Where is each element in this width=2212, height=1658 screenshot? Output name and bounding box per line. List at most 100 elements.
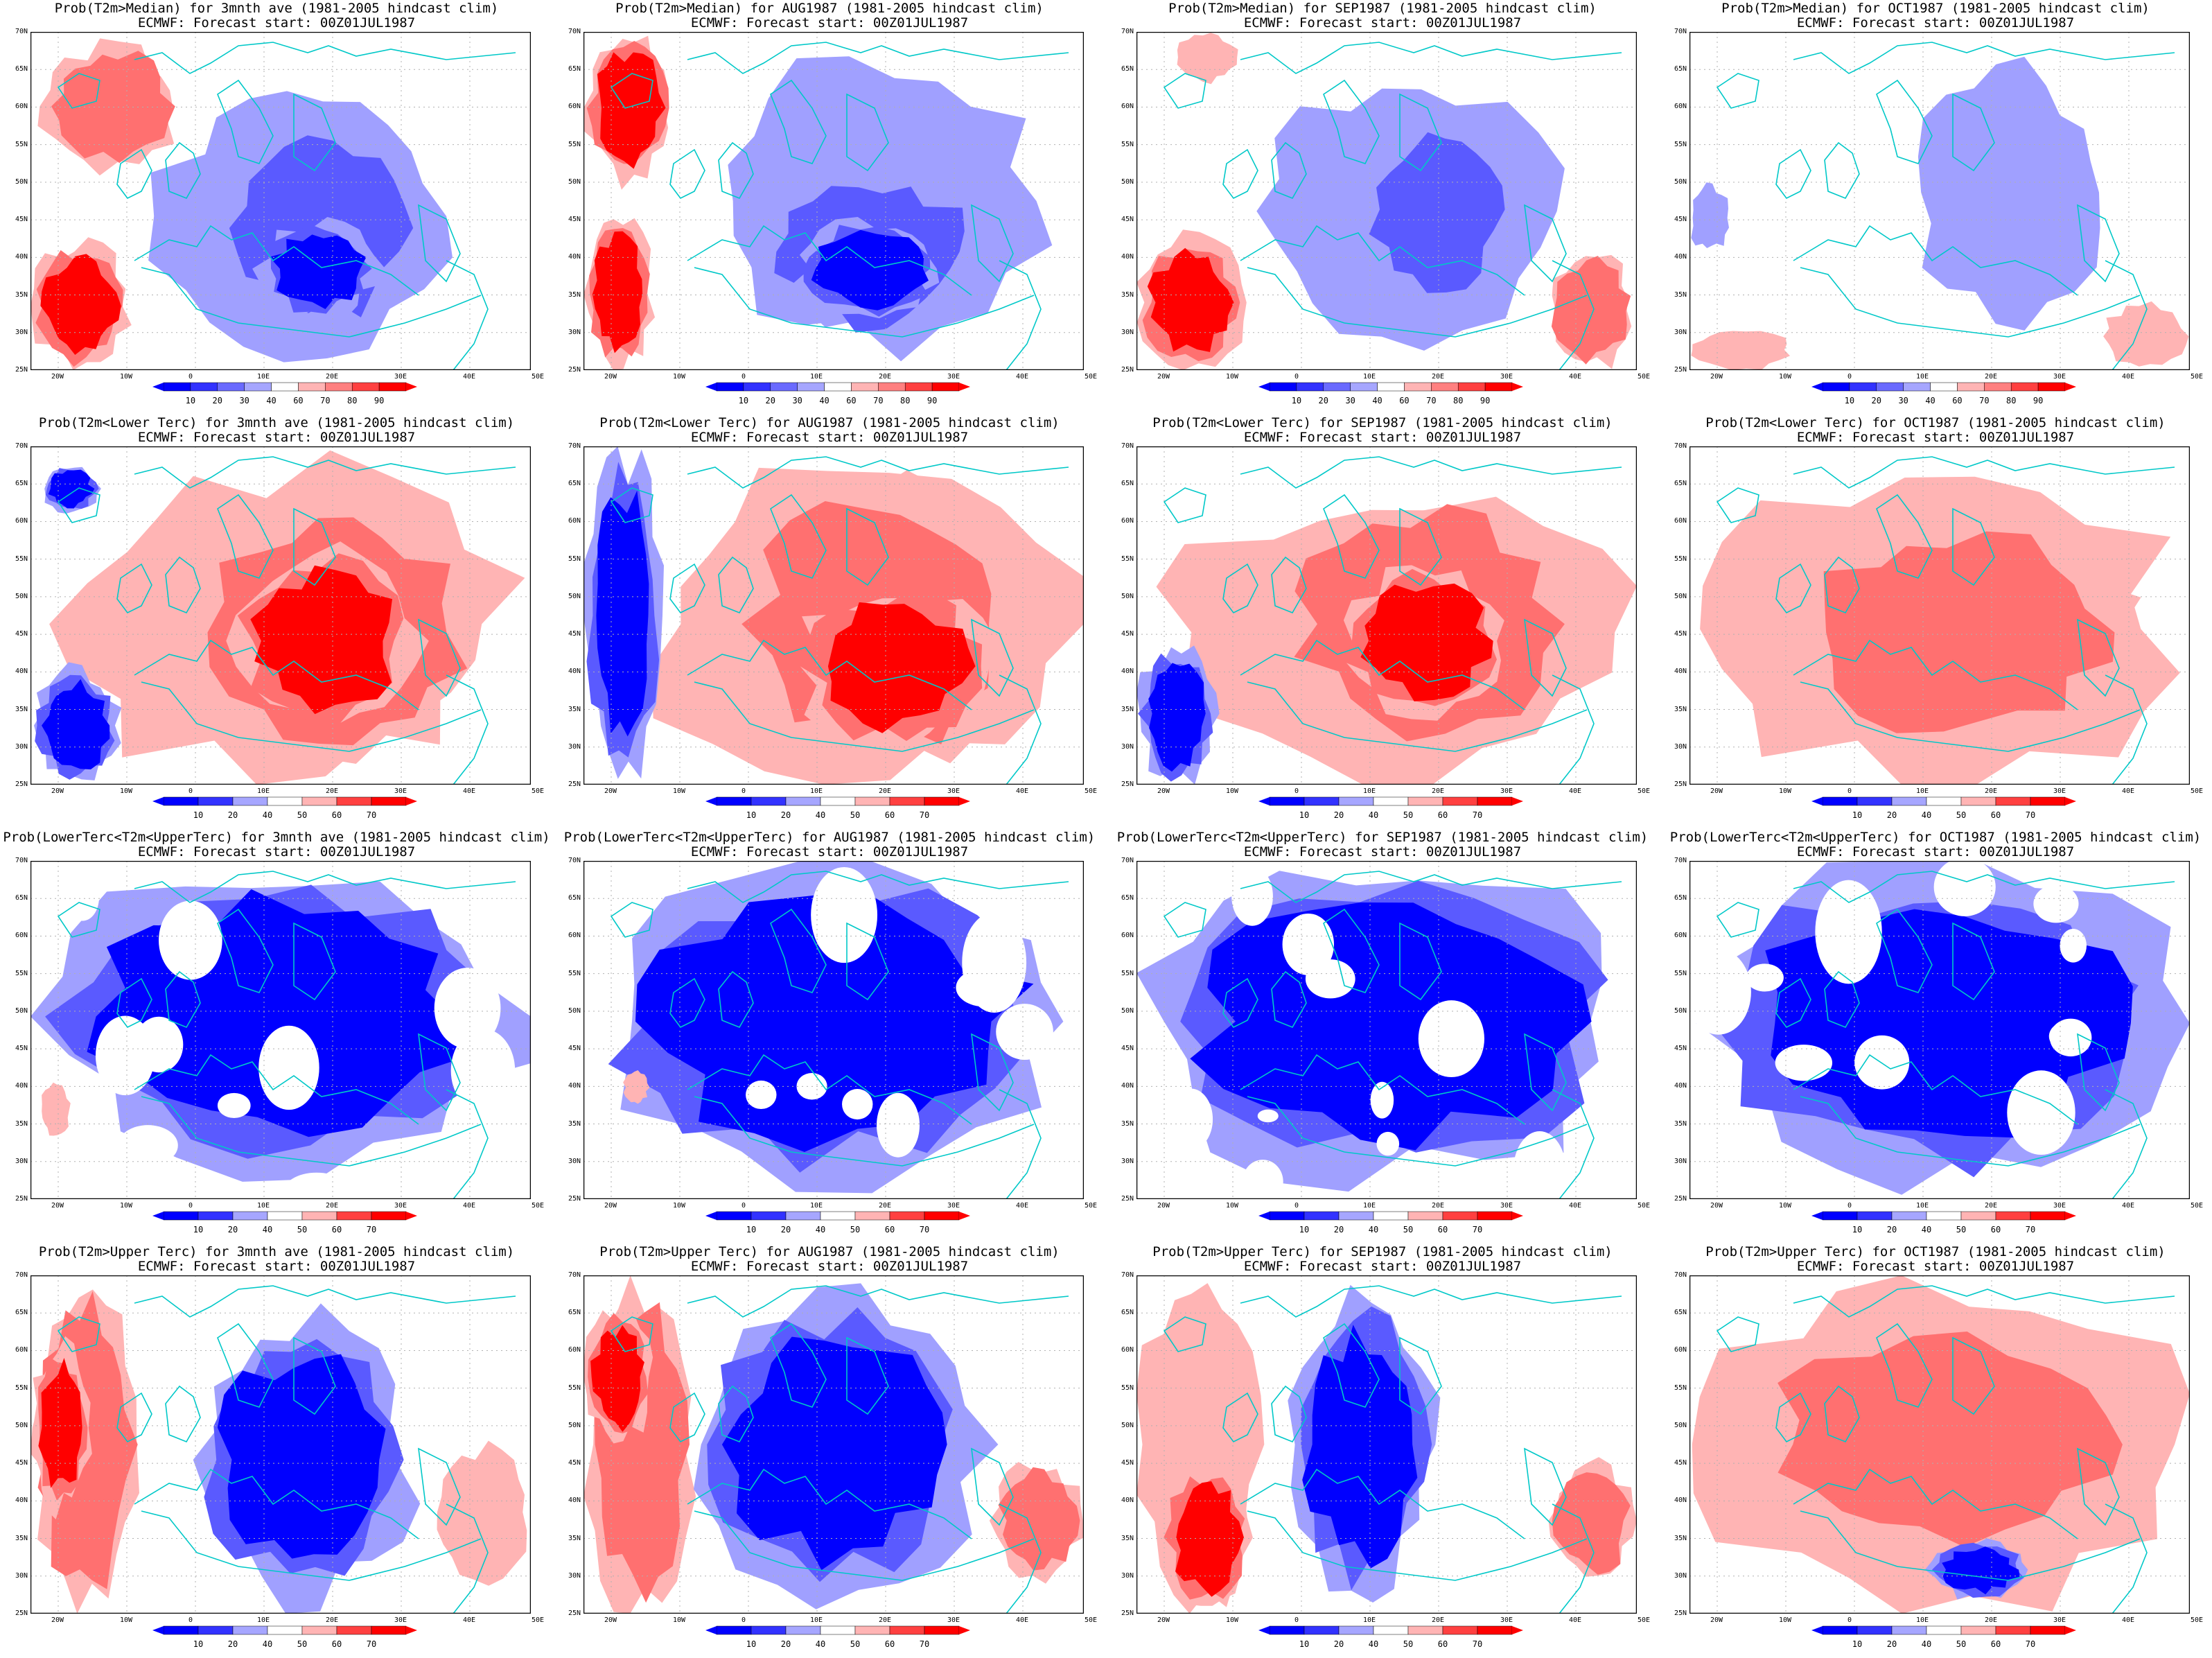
- colorbar-segment: [1269, 1211, 1305, 1221]
- longitude-label: 50E: [1085, 373, 1098, 381]
- latitude-label: 65N: [15, 65, 28, 73]
- probability-shading: [1169, 1088, 1213, 1150]
- latitude-label: 55N: [568, 1384, 581, 1392]
- longitude-label: 30E: [394, 1202, 407, 1210]
- coastline: [610, 73, 653, 109]
- colorbar-segment: [1373, 1625, 1409, 1635]
- probability-shading: [1933, 861, 1996, 916]
- latitude-label: 60N: [15, 103, 28, 111]
- latitude-label: 35N: [15, 1534, 28, 1542]
- coastline: [694, 1510, 1035, 1581]
- latitude-label: 65N: [568, 894, 581, 902]
- coastline: [770, 908, 827, 993]
- colorbar-segment: [820, 1625, 856, 1635]
- probability-shading: [1551, 256, 1631, 365]
- colorbar-segment: [924, 1211, 960, 1221]
- probability-shading: [842, 1089, 873, 1120]
- longitude-label: 10W: [673, 373, 686, 381]
- coastline: [999, 1089, 1042, 1199]
- latitude-label: 60N: [1121, 103, 1134, 111]
- latitude-label: 50N: [568, 1006, 581, 1015]
- coastline: [1524, 618, 1567, 697]
- latitude-label: 30N: [1121, 742, 1134, 751]
- colorbar-tick-label: 10: [1292, 396, 1301, 405]
- colorbar-tick-label: 50: [1956, 810, 1966, 820]
- longitude-label: 30E: [947, 1616, 960, 1624]
- colorbar-tick-label: 60: [1952, 396, 1962, 405]
- colorbar-segment: [271, 382, 299, 392]
- latitude-label: 55N: [1674, 1384, 1687, 1392]
- colorbar-segment: [1926, 1211, 1962, 1221]
- latitude-label: 70N: [1121, 28, 1134, 35]
- latitude-label: 50N: [1121, 592, 1134, 600]
- colorbar-segment: [1269, 1625, 1305, 1635]
- latitude-label: 50N: [1121, 177, 1134, 186]
- coastline: [1552, 260, 1595, 370]
- colorbar-tick-label: 10: [746, 1225, 756, 1234]
- colorbar-tick-label: 20: [1887, 1639, 1897, 1649]
- longitude-label: 30E: [1500, 787, 1513, 795]
- longitude-label: 20E: [1432, 1202, 1445, 1210]
- longitude-label: 30E: [1500, 1202, 1513, 1210]
- latitude-label: 40N: [1674, 1082, 1687, 1090]
- longitude-label: 50E: [1638, 1616, 1651, 1624]
- colorbar-segment: [1304, 796, 1340, 806]
- latitude-label: 50N: [568, 592, 581, 600]
- colorbar-tick-label: 70: [1426, 396, 1436, 405]
- longitude-label: 50E: [2191, 787, 2204, 795]
- colorbar-tick-label: 10: [739, 396, 748, 405]
- colorbar-segment: [820, 1211, 856, 1221]
- probability-shading: [2089, 861, 2135, 883]
- longitude-label: 40E: [1016, 787, 1029, 795]
- colorbar-tick-label: 50: [1956, 1225, 1966, 1234]
- colorbar-tick-label: 80: [1453, 396, 1463, 405]
- latitude-label: 25N: [15, 780, 28, 788]
- colorbar-segment: [924, 1625, 960, 1635]
- latitude-label: 70N: [1674, 28, 1687, 35]
- latitude-label: 35N: [1121, 290, 1134, 299]
- colorbar: 10 20 40 50 60 70: [1809, 1625, 2079, 1652]
- longitude-label: 10W: [1226, 1616, 1239, 1624]
- colorbar-segment: [217, 382, 245, 392]
- colorbar-segment: [2010, 382, 2039, 392]
- probability-shading: [1689, 949, 1751, 1035]
- longitude-label: 30E: [394, 787, 407, 795]
- longitude-label: 20E: [1432, 1616, 1445, 1624]
- latitude-label: 45N: [15, 1045, 28, 1053]
- colorbar-segment: [1960, 796, 1996, 806]
- coastline: [141, 1510, 482, 1581]
- coastline: [999, 1503, 1042, 1614]
- longitude-label: 10W: [120, 1202, 133, 1210]
- longitude-label: 10E: [810, 1202, 823, 1210]
- longitude-label: 20E: [1985, 1616, 1998, 1624]
- latitude-label: 25N: [1674, 366, 1687, 374]
- latitude-label: 50N: [15, 177, 28, 186]
- longitude-label: 10W: [1779, 1616, 1792, 1624]
- colorbar-segment: [1269, 382, 1297, 392]
- coastline: [418, 1033, 461, 1112]
- latitude-label: 30N: [15, 1571, 28, 1580]
- latitude-label: 65N: [1674, 1309, 1687, 1317]
- coastline: [2077, 204, 2120, 283]
- longitude-label: 0: [1294, 1616, 1299, 1624]
- colorbar-segment: [1995, 1625, 2031, 1635]
- coastline: [1524, 204, 1567, 283]
- latitude-label: 50N: [1674, 592, 1687, 600]
- latitude-label: 55N: [568, 140, 581, 148]
- colorbar: 10 20 40 50 60 70: [150, 796, 420, 823]
- longitude-label: 10W: [1779, 373, 1792, 381]
- probability-shading: [592, 231, 643, 354]
- longitude-label: 20W: [1157, 1616, 1170, 1624]
- colorbar-tick-label: 60: [885, 1225, 895, 1234]
- latitude-label: 40N: [568, 1082, 581, 1090]
- colorbar-segment: [267, 796, 303, 806]
- colorbar: 10 20 40 50 60 70: [150, 1625, 420, 1652]
- longitude-label: 50E: [532, 1202, 545, 1210]
- colorbar-tick-label: 10: [746, 810, 756, 820]
- longitude-label: 10W: [120, 1616, 133, 1624]
- longitude-label: 10E: [1916, 787, 1929, 795]
- probability-shading: [258, 1025, 319, 1110]
- probability-map: [1136, 32, 1637, 370]
- latitude-label: 60N: [568, 932, 581, 940]
- coastline: [1793, 456, 2175, 489]
